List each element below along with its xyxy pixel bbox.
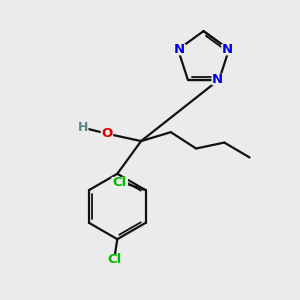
FancyBboxPatch shape [221,44,234,56]
FancyBboxPatch shape [212,74,224,85]
FancyBboxPatch shape [106,254,123,266]
Text: Cl: Cl [112,176,127,189]
FancyBboxPatch shape [101,128,113,140]
Text: O: O [101,127,112,140]
Text: N: N [174,43,185,56]
Text: H: H [78,121,88,134]
FancyBboxPatch shape [173,44,186,56]
FancyBboxPatch shape [78,123,88,133]
Text: N: N [212,73,223,86]
FancyBboxPatch shape [111,177,128,188]
Text: N: N [222,43,233,56]
Text: Cl: Cl [107,254,122,266]
